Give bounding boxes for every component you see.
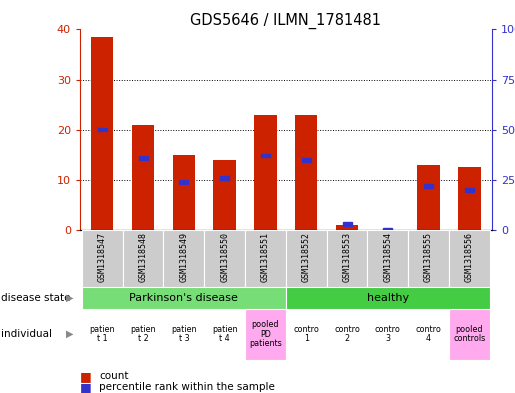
Bar bbox=[139, 156, 147, 160]
Bar bbox=[383, 228, 392, 231]
Bar bbox=[179, 180, 188, 184]
Text: ■: ■ bbox=[80, 370, 92, 383]
Text: GSM1318551: GSM1318551 bbox=[261, 232, 270, 282]
Text: patien
t 1: patien t 1 bbox=[90, 325, 115, 343]
Text: pooled
controls: pooled controls bbox=[453, 325, 486, 343]
Bar bbox=[327, 230, 367, 287]
Bar bbox=[163, 309, 204, 360]
Text: GSM1318554: GSM1318554 bbox=[383, 232, 392, 282]
Text: percentile rank within the sample: percentile rank within the sample bbox=[99, 382, 276, 392]
Text: contro
4: contro 4 bbox=[416, 325, 441, 343]
Bar bbox=[417, 165, 440, 230]
Bar bbox=[123, 309, 163, 360]
Bar bbox=[342, 222, 352, 226]
Text: GSM1318556: GSM1318556 bbox=[465, 232, 474, 282]
Bar bbox=[408, 309, 449, 360]
Text: contro
1: contro 1 bbox=[293, 325, 319, 343]
Bar bbox=[91, 37, 113, 230]
Text: GSM1318555: GSM1318555 bbox=[424, 232, 433, 282]
Bar bbox=[82, 230, 123, 287]
Bar bbox=[286, 309, 327, 360]
Text: individual: individual bbox=[1, 329, 52, 339]
Bar bbox=[408, 230, 449, 287]
Text: GSM1318549: GSM1318549 bbox=[179, 232, 188, 282]
Text: count: count bbox=[99, 371, 129, 382]
Text: ▶: ▶ bbox=[66, 329, 73, 339]
Text: GSM1318547: GSM1318547 bbox=[98, 232, 107, 282]
Bar bbox=[286, 230, 327, 287]
Bar bbox=[367, 309, 408, 360]
Bar bbox=[82, 287, 286, 309]
Text: GSM1318550: GSM1318550 bbox=[220, 232, 229, 282]
Text: disease state: disease state bbox=[1, 293, 71, 303]
Bar bbox=[254, 115, 277, 230]
Text: pooled
PD
patients: pooled PD patients bbox=[249, 320, 282, 348]
Bar bbox=[245, 309, 286, 360]
Text: ▶: ▶ bbox=[66, 293, 73, 303]
Bar bbox=[367, 230, 408, 287]
Bar bbox=[245, 230, 286, 287]
Text: contro
2: contro 2 bbox=[334, 325, 360, 343]
Bar bbox=[295, 115, 317, 230]
Text: patien
t 3: patien t 3 bbox=[171, 325, 197, 343]
Bar bbox=[220, 176, 229, 180]
Text: patien
t 2: patien t 2 bbox=[130, 325, 156, 343]
Bar bbox=[98, 128, 107, 131]
Text: Parkinson's disease: Parkinson's disease bbox=[129, 293, 238, 303]
Bar bbox=[449, 230, 490, 287]
Bar bbox=[458, 167, 480, 230]
Bar bbox=[204, 230, 245, 287]
Bar bbox=[204, 309, 245, 360]
Bar bbox=[424, 184, 433, 187]
Bar bbox=[261, 154, 270, 158]
Bar bbox=[173, 155, 195, 230]
Bar bbox=[132, 125, 154, 230]
Text: contro
3: contro 3 bbox=[375, 325, 401, 343]
Text: healthy: healthy bbox=[367, 293, 409, 303]
Bar bbox=[286, 287, 490, 309]
Bar bbox=[465, 188, 474, 191]
Text: ■: ■ bbox=[80, 380, 92, 393]
Bar bbox=[82, 309, 123, 360]
Bar bbox=[123, 230, 163, 287]
Text: GSM1318553: GSM1318553 bbox=[342, 232, 352, 282]
Bar bbox=[327, 309, 367, 360]
Bar bbox=[302, 158, 311, 162]
Title: GDS5646 / ILMN_1781481: GDS5646 / ILMN_1781481 bbox=[191, 13, 381, 29]
Bar bbox=[336, 225, 358, 230]
Bar bbox=[163, 230, 204, 287]
Bar bbox=[213, 160, 236, 230]
Text: GSM1318548: GSM1318548 bbox=[139, 232, 148, 282]
Bar bbox=[449, 309, 490, 360]
Text: GSM1318552: GSM1318552 bbox=[302, 232, 311, 282]
Text: patien
t 4: patien t 4 bbox=[212, 325, 237, 343]
